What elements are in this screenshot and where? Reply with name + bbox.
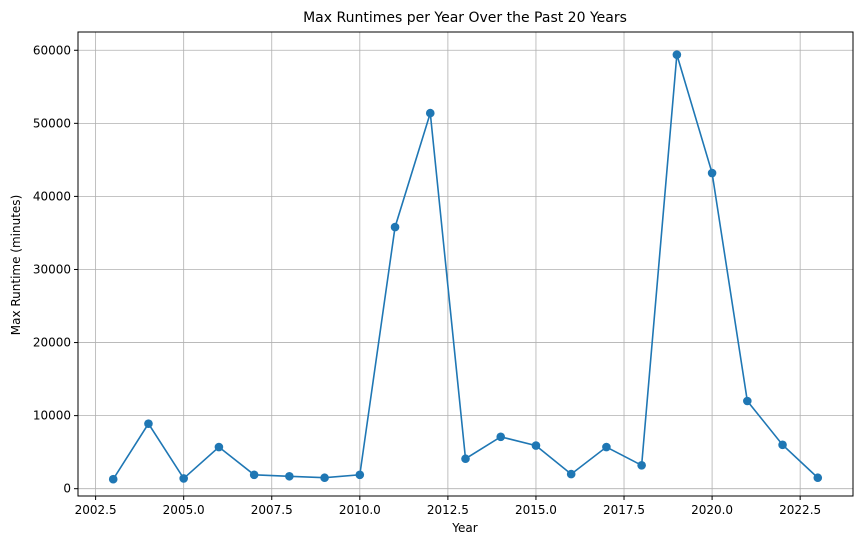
data-point bbox=[778, 440, 787, 450]
data-point bbox=[531, 441, 541, 450]
data-point bbox=[425, 108, 435, 118]
y-axis-label: Max Runtime (minutes) bbox=[9, 195, 23, 336]
y-tick-label: 20000 bbox=[33, 336, 71, 350]
y-axis-ticks: 0 10000 20000 30000 40000 50000 60000 bbox=[33, 43, 78, 496]
y-tick-label: 0 bbox=[63, 482, 71, 496]
x-tick-label: 2017.5 bbox=[603, 503, 645, 517]
y-tick-label: 60000 bbox=[33, 43, 71, 57]
x-tick-label: 2002.5 bbox=[75, 503, 117, 517]
x-tick-label: 2015.0 bbox=[515, 503, 557, 517]
data-point bbox=[355, 470, 365, 480]
data-point bbox=[566, 469, 576, 479]
data-point bbox=[707, 168, 717, 178]
data-point bbox=[496, 432, 506, 442]
data-point bbox=[390, 222, 400, 232]
x-tick-label: 2010.0 bbox=[339, 503, 381, 517]
x-axis-label: Year bbox=[451, 521, 477, 535]
data-point bbox=[179, 474, 188, 483]
data-point bbox=[285, 471, 294, 481]
plot-frame bbox=[77, 31, 854, 497]
data-point bbox=[637, 461, 646, 470]
data-point bbox=[249, 470, 259, 480]
y-tick-label: 30000 bbox=[33, 262, 71, 276]
data-point bbox=[144, 419, 153, 428]
x-tick-label: 2005.0 bbox=[163, 503, 205, 517]
data-point bbox=[320, 473, 329, 483]
x-tick-label: 2012.5 bbox=[427, 503, 469, 517]
x-tick-label: 2020.0 bbox=[691, 503, 733, 517]
data-point bbox=[602, 442, 611, 452]
data-point bbox=[214, 442, 224, 452]
y-tick-label: 10000 bbox=[33, 409, 71, 423]
y-tick-label: 40000 bbox=[33, 189, 71, 203]
grid-lines bbox=[78, 32, 853, 496]
x-tick-label: 2007.5 bbox=[251, 503, 293, 517]
data-point bbox=[813, 473, 823, 483]
x-tick-label: 2022.5 bbox=[779, 503, 821, 517]
data-point bbox=[672, 50, 682, 59]
data-point bbox=[743, 396, 752, 406]
x-axis-ticks: 2002.5 2005.0 2007.5 2010.0 2012.5 2015.0 2017… bbox=[75, 496, 821, 517]
data-point bbox=[461, 454, 470, 464]
series-layer bbox=[108, 50, 823, 484]
chart-title: Max Runtimes per Year Over the Past 20 Y… bbox=[303, 10, 627, 26]
data-point bbox=[108, 474, 118, 484]
y-tick-label: 50000 bbox=[33, 116, 71, 130]
